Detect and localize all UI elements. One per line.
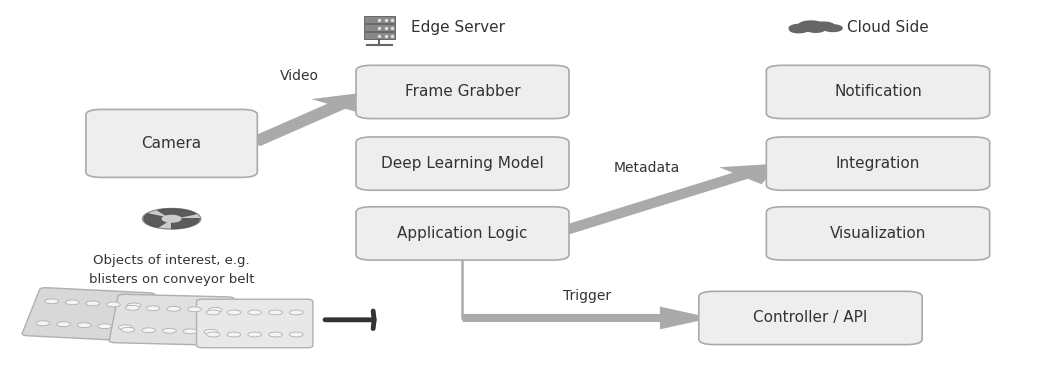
Circle shape [209,308,223,312]
Circle shape [188,307,201,312]
Polygon shape [790,24,811,32]
Text: Frame Grabber: Frame Grabber [405,84,520,99]
Text: Trigger: Trigger [563,289,612,303]
Circle shape [248,332,262,337]
Text: Integration: Integration [836,156,920,171]
Polygon shape [243,92,369,146]
FancyBboxPatch shape [364,32,395,39]
FancyBboxPatch shape [699,291,922,345]
Text: Controller / API: Controller / API [754,310,868,326]
Circle shape [119,325,132,330]
FancyBboxPatch shape [356,207,569,260]
FancyBboxPatch shape [356,137,569,190]
FancyBboxPatch shape [109,294,234,345]
Circle shape [86,301,100,306]
Text: Camera: Camera [142,136,201,151]
FancyBboxPatch shape [364,16,395,23]
Circle shape [166,306,180,311]
Circle shape [66,300,80,305]
Text: Objects of interest, e.g.
blisters on conveyor belt: Objects of interest, e.g. blisters on co… [89,254,254,286]
Text: Application Logic: Application Logic [398,226,528,241]
FancyBboxPatch shape [22,288,155,341]
Text: Edge Server: Edge Server [410,20,505,35]
Text: Notification: Notification [834,84,922,99]
Polygon shape [798,21,824,30]
FancyBboxPatch shape [364,24,395,31]
Circle shape [57,322,70,327]
Circle shape [289,310,303,315]
Text: Deep Learning Model: Deep Learning Model [382,156,544,171]
Polygon shape [142,209,200,229]
Text: Visualization: Visualization [830,226,926,241]
FancyBboxPatch shape [356,65,569,118]
Polygon shape [547,164,779,237]
Circle shape [227,310,241,315]
Polygon shape [462,307,712,329]
Circle shape [268,310,282,315]
Circle shape [248,310,262,315]
Polygon shape [158,209,195,219]
Circle shape [207,332,220,337]
Polygon shape [172,219,199,228]
Polygon shape [813,22,834,30]
Polygon shape [824,25,842,32]
Circle shape [77,323,91,328]
Polygon shape [790,27,808,33]
Circle shape [127,303,141,308]
Circle shape [45,299,58,304]
FancyBboxPatch shape [766,65,990,118]
Text: Cloud Side: Cloud Side [847,20,929,35]
Circle shape [146,306,160,311]
Circle shape [142,328,156,333]
FancyBboxPatch shape [766,137,990,190]
Polygon shape [144,214,172,227]
Circle shape [183,329,197,334]
Polygon shape [807,26,825,32]
FancyBboxPatch shape [766,207,990,260]
Circle shape [107,302,120,307]
Text: Video: Video [280,69,319,83]
Circle shape [204,329,217,334]
Circle shape [207,310,220,315]
FancyBboxPatch shape [86,110,258,177]
Polygon shape [162,216,181,222]
Circle shape [268,332,282,337]
Circle shape [36,321,50,326]
Circle shape [98,324,111,328]
Circle shape [162,328,176,333]
Circle shape [227,332,241,337]
Circle shape [125,305,139,310]
Circle shape [121,327,135,332]
Circle shape [289,332,303,337]
FancyBboxPatch shape [196,299,313,348]
Text: Metadata: Metadata [614,160,679,175]
